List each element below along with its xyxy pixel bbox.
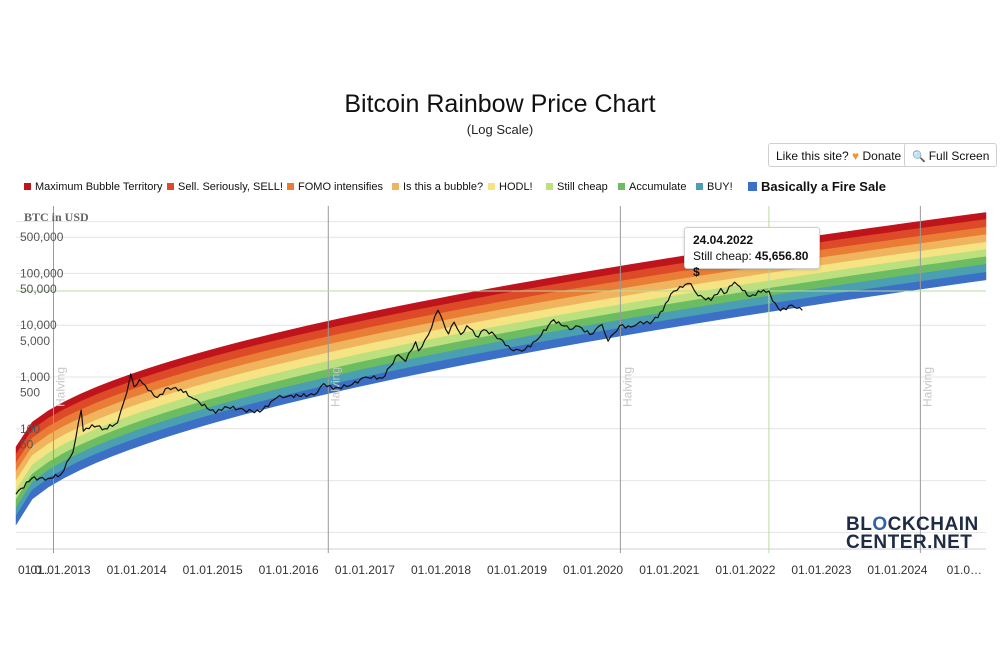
halving-label: Halving bbox=[920, 367, 934, 407]
legend-swatch bbox=[392, 183, 399, 190]
halving-lines: Halving Halving Halving Halving bbox=[16, 206, 986, 553]
legend-swatch bbox=[546, 183, 553, 190]
halving-label: Halving bbox=[328, 367, 342, 407]
tooltip-value: 45,656.80 $ bbox=[693, 249, 809, 279]
legend-item-sell[interactable]: Sell. Seriously, SELL! bbox=[167, 181, 283, 193]
x-tick-label: 01.01.2014 bbox=[107, 563, 167, 577]
chart-subtitle: (Log Scale) bbox=[466, 122, 534, 137]
x-tick-label: 01.01.2017 bbox=[335, 563, 395, 577]
tooltip-date: 24.04.2022 bbox=[693, 233, 754, 247]
donate-label: Donate bbox=[862, 149, 902, 163]
legend-item-buy[interactable]: BUY! bbox=[696, 181, 733, 193]
legend-swatch bbox=[696, 183, 703, 190]
y-tick-label: 1,000 bbox=[20, 370, 50, 384]
chart-title: Bitcoin Rainbow Price Chart bbox=[344, 90, 656, 118]
legend-item-still-cheap[interactable]: Still cheap bbox=[546, 181, 608, 193]
legend-swatch bbox=[167, 183, 174, 190]
x-tick-label: 01.01.2016 bbox=[259, 563, 319, 577]
legend-item-fire-sale[interactable]: Basically a Fire Sale bbox=[748, 179, 886, 194]
tooltip-label: Still cheap: bbox=[693, 249, 752, 263]
y-tick-label: 100 bbox=[20, 422, 40, 436]
x-tick-label: 01.01.2024 bbox=[867, 563, 927, 577]
x-tick-label: 01.01.2023 bbox=[791, 563, 851, 577]
y-axis-label: BTC in USD bbox=[24, 210, 89, 224]
donate-button[interactable]: Like this site? ♥ Donate bbox=[768, 143, 910, 167]
heart-icon: ♥ bbox=[852, 149, 860, 163]
halving-label: Halving bbox=[620, 367, 634, 407]
legend-item-accumulate[interactable]: Accumulate bbox=[618, 181, 686, 193]
blockchaincenter-logo: BLOCKCHAIN CENTER.NET bbox=[846, 514, 979, 553]
fullscreen-button[interactable]: 🔍 Full Screen bbox=[904, 143, 998, 167]
x-tick-label: 01.0… bbox=[18, 563, 53, 577]
y-tick-label: 5,000 bbox=[20, 334, 50, 348]
x-tick-label: 01.01.2013 bbox=[31, 563, 91, 577]
y-axis-ticks: 500,000 100,000 50,000 10,000 5,000 1,000 500 1… bbox=[20, 230, 64, 451]
x-tick-label: 01.0… bbox=[947, 563, 982, 577]
x-tick-label: 01.01.2018 bbox=[411, 563, 471, 577]
price-tooltip: 24.04.2022 Still cheap: 45,656.80 $ bbox=[684, 227, 820, 279]
x-tick-label: 01.01.2015 bbox=[183, 563, 243, 577]
x-tick-label: 01.01.2022 bbox=[715, 563, 775, 577]
rainbow-bands bbox=[15, 212, 987, 526]
halving-label: Halving bbox=[54, 367, 68, 407]
legend-swatch bbox=[748, 182, 757, 191]
y-tick-label: 50 bbox=[20, 437, 34, 451]
y-tick-label: 10,000 bbox=[20, 318, 57, 332]
y-tick-label: 500,000 bbox=[20, 230, 64, 244]
like-text: Like this site? bbox=[776, 149, 849, 163]
x-tick-label: 01.01.2021 bbox=[639, 563, 699, 577]
y-tick-label: 100,000 bbox=[20, 266, 64, 280]
price-line bbox=[15, 281, 803, 495]
legend-item-hodl[interactable]: HODL! bbox=[488, 181, 533, 193]
legend-swatch bbox=[488, 183, 495, 190]
magnifier-icon: 🔍 bbox=[912, 151, 926, 163]
legend-swatch bbox=[287, 183, 294, 190]
grid-lines bbox=[16, 221, 986, 550]
x-tick-label: 01.01.2020 bbox=[563, 563, 623, 577]
price-series bbox=[15, 281, 803, 495]
y-tick-label: 50,000 bbox=[20, 282, 57, 296]
y-tick-label: 500 bbox=[20, 386, 40, 400]
x-axis-ticks: 01.0…01.01.2013 01.01.2014 01.01.2015 01.01… bbox=[18, 563, 982, 577]
x-tick-label: 01.01.2019 bbox=[487, 563, 547, 577]
legend-item-fomo[interactable]: FOMO intensifies bbox=[287, 181, 383, 193]
legend-swatch bbox=[618, 183, 625, 190]
legend-swatch bbox=[24, 183, 31, 190]
fullscreen-label: Full Screen bbox=[928, 149, 990, 163]
legend-item-maximum-bubble[interactable]: Maximum Bubble Territory bbox=[24, 181, 163, 193]
legend-item-bubble[interactable]: Is this a bubble? bbox=[392, 181, 483, 193]
